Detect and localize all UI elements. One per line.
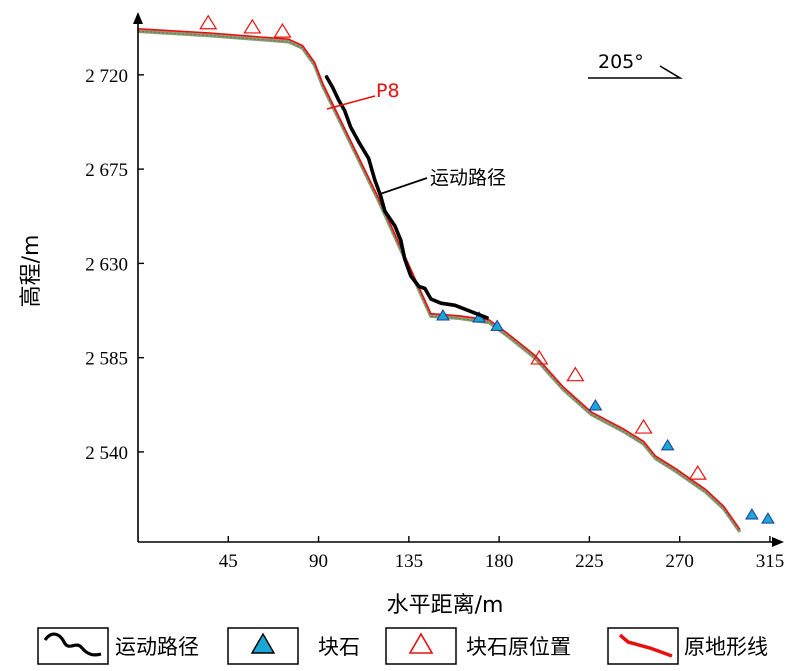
x-tick-label: 180 (485, 551, 514, 572)
blue-filled-triangle-icon (250, 632, 276, 654)
original-position-marker (199, 14, 218, 30)
boulder-marker (588, 399, 603, 411)
black-curve-icon (43, 632, 102, 657)
original-position-marker (688, 465, 707, 480)
boulder-marker (745, 507, 759, 520)
direction-label: 205° (598, 51, 644, 73)
original-position-marker (634, 418, 653, 434)
original-position-marker (273, 22, 292, 38)
original-position-marker (530, 349, 549, 365)
y-axis-title: 高程/m (19, 235, 44, 308)
legend: 运动路径 块石 块石原位置 原地形线 (37, 627, 768, 665)
direction-indicator: 205° (588, 51, 683, 79)
red-line-icon (618, 633, 673, 658)
legend-label-terrain: 原地形线 (684, 635, 768, 659)
x-tick-label: 225 (575, 551, 604, 572)
p8-annotation: P8 (326, 80, 400, 110)
red-outline-triangle-icon (408, 632, 434, 654)
slope-surface-texture (137, 30, 741, 533)
boulder-marker (660, 438, 675, 451)
x-tick-label: 270 (665, 551, 694, 572)
x-tick-label: 315 (756, 551, 785, 572)
legend-label-boulder: 块石 (318, 635, 360, 659)
boulder-marker (761, 512, 775, 524)
y-tick-label: 2 630 (85, 254, 128, 275)
y-axis-arrow-icon (133, 12, 143, 24)
original-position-marker (243, 18, 262, 34)
y-tick-label: 2 720 (85, 66, 128, 87)
axes (133, 12, 784, 547)
x-tick-label: 135 (395, 551, 424, 572)
original-position-marker (566, 366, 585, 382)
plot-area (137, 14, 775, 533)
terrain-line (137, 28, 741, 530)
x-tick-label: 45 (219, 551, 238, 572)
tick-labels: 45 90 135 180 225 270 315 2 540 2 585 2 630 2 675 2… (85, 66, 784, 572)
legend-label-original-position: 块石原位置 (466, 635, 571, 659)
motion-path-line (324, 75, 489, 320)
p8-label: P8 (376, 80, 400, 102)
x-axis-title: 水平距离/m (387, 593, 504, 618)
y-tick-label: 2 585 (85, 349, 128, 370)
slope-surface-band (137, 29, 742, 533)
x-tick-label: 90 (309, 551, 328, 572)
y-tick-label: 2 540 (85, 443, 128, 464)
path-leader-line (379, 177, 428, 195)
legend-label-path: 运动路径 (115, 635, 199, 659)
boulder-marker (490, 319, 504, 331)
path-label: 运动路径 (430, 167, 506, 189)
p8-leader-line (326, 95, 376, 110)
boulder-marker (436, 308, 450, 321)
direction-arrow-icon (588, 65, 683, 79)
x-axis-arrow-icon (772, 537, 784, 547)
path-annotation: 运动路径 (379, 167, 506, 195)
y-tick-label: 2 675 (85, 160, 128, 181)
